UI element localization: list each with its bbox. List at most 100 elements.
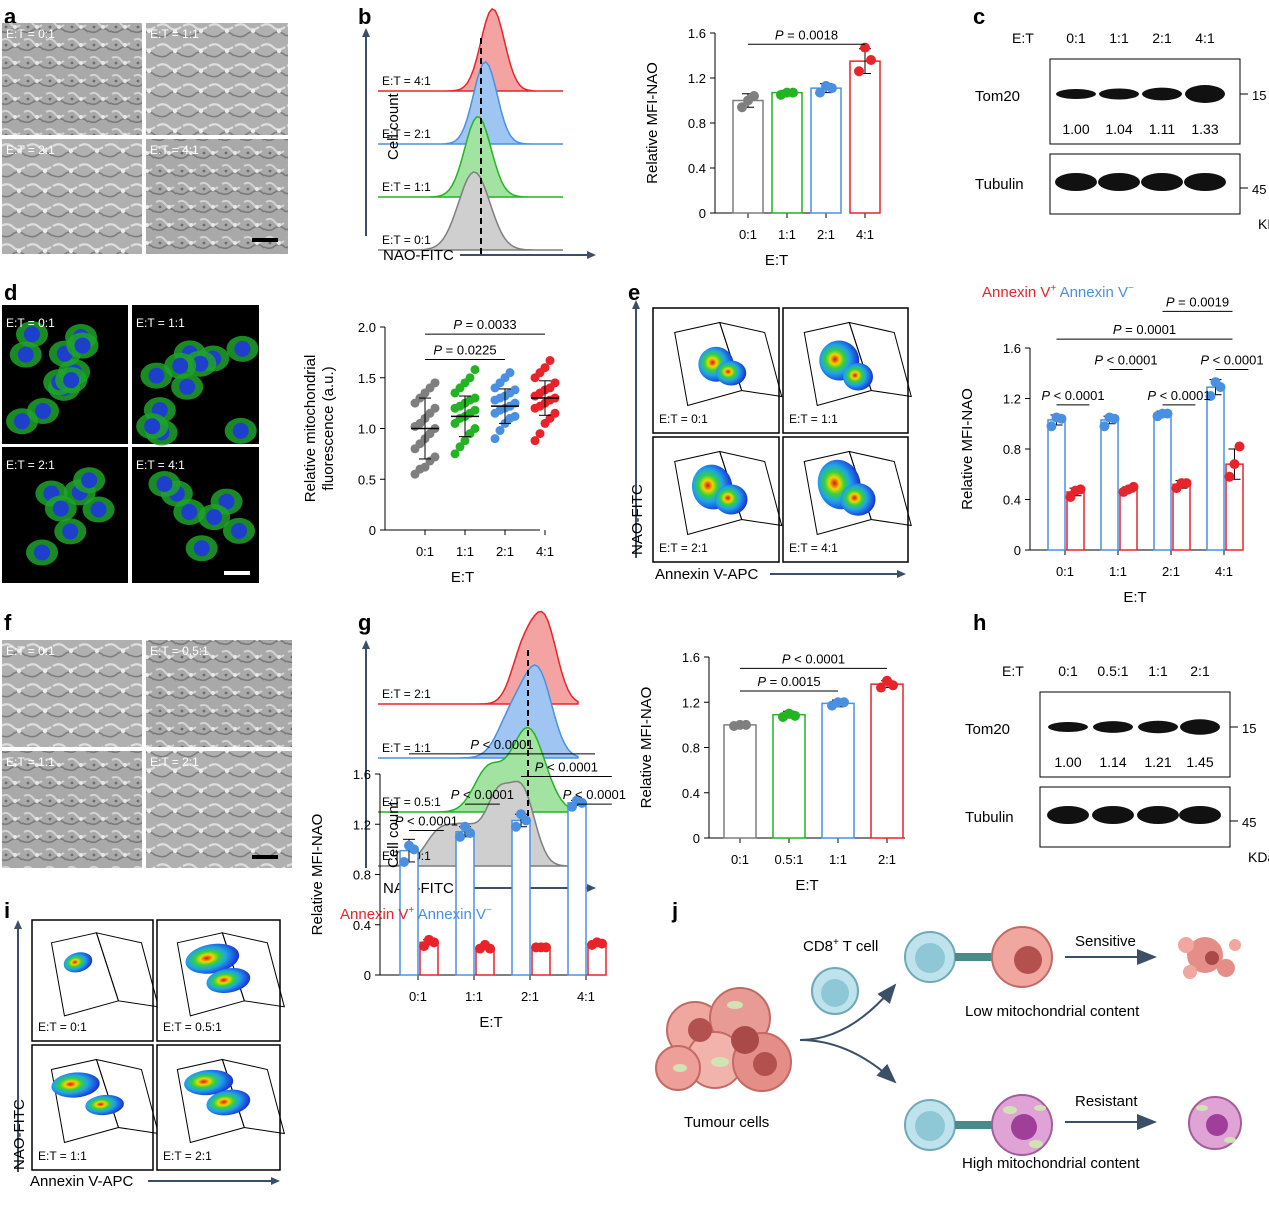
micrograph-label: E:T = 4:1 <box>150 143 199 157</box>
chart-d: 0 0.5 1.0 1.5 2.0 0:1 1:1 2:1 4:1 E:T Relative mit… <box>302 317 560 586</box>
p-value: = 0.0001 <box>1122 322 1177 337</box>
data-point <box>827 83 837 94</box>
blue-nucleus <box>181 503 198 520</box>
resistant-label: Resistant <box>1075 1093 1138 1110</box>
y-tick-label: 0.4 <box>682 786 700 801</box>
x-tick-label: 1:1 <box>778 227 796 242</box>
legend-pos-sup: + <box>1050 283 1056 294</box>
tumour-label: Tumour cells <box>684 1114 769 1131</box>
y-axis-title: Relative MFI-NAO <box>959 388 976 510</box>
p-value: < 0.0001 <box>1209 352 1264 367</box>
p-symbol: P <box>395 814 404 829</box>
micrograph-label: E:T = 0:1 <box>6 27 55 41</box>
x-tick-label: 2:1 <box>817 227 835 242</box>
p-value-label: P < 0.0001 <box>535 760 598 775</box>
data-point <box>1205 390 1216 401</box>
x-axis-title: E:T <box>479 1014 502 1031</box>
blue-nucleus <box>231 522 247 539</box>
flow-plot-label: E:T = 2:1 <box>163 1149 212 1163</box>
x-tick-label: 2:1 <box>878 852 896 867</box>
flow-density-blob <box>63 952 93 973</box>
flow-density-blob <box>206 1089 251 1116</box>
micrograph-f-3 <box>2 751 142 868</box>
x-axis-label: Annexin V-APC <box>30 1173 134 1190</box>
blue-nucleus <box>35 403 52 420</box>
x-axis-title: E:T <box>1123 589 1146 606</box>
receptor-top <box>955 953 995 961</box>
tubulin-band <box>1047 806 1089 824</box>
data-point <box>741 719 751 730</box>
data-point <box>749 91 759 101</box>
panel-letter-a: a <box>4 4 17 29</box>
high-mito-label: High mitochondrial content <box>962 1155 1140 1172</box>
y-tick-label: 0.4 <box>688 161 706 176</box>
tubulin-band <box>1055 173 1097 191</box>
y-tick-label: 2.0 <box>358 320 376 335</box>
p-symbol: P <box>1094 352 1103 367</box>
flow-plot-label: E:T = 0.5:1 <box>163 1020 222 1034</box>
legend-neg: Annexin V <box>418 906 486 923</box>
flow-plot-label: E:T = 4:1 <box>789 541 838 555</box>
tcell-label: CD8+ T cell <box>803 937 878 955</box>
chart-e: 0 0.4 0.8 1.2 1.6 0:1 1:1 2:1 4:1 E:T Relative MFI… <box>959 294 1264 606</box>
p-value: < 0.0001 <box>1103 352 1158 367</box>
p-symbol: P <box>453 317 462 332</box>
p-value-label: P < 0.0001 <box>563 787 626 802</box>
micrograph-label: E:T = 1:1 <box>150 27 199 41</box>
panel-letter-f: f <box>4 610 12 635</box>
y-tick-label: 0 <box>1014 543 1021 558</box>
x-axis-label: NAO-FITC <box>383 247 454 264</box>
fluor-label: E:T = 2:1 <box>6 458 55 472</box>
panel-letter-g: g <box>358 610 371 635</box>
lane-label: 1:1 <box>1148 663 1168 679</box>
flow-density-blob <box>185 943 240 974</box>
data-point <box>455 831 465 842</box>
y-tick-label: 1.2 <box>1003 392 1021 407</box>
legend-neg-sup: − <box>486 905 492 916</box>
data-point <box>409 844 419 855</box>
fluor-label: E:T = 1:1 <box>136 316 185 330</box>
y-tick-label: 0.8 <box>688 116 706 131</box>
receptor-bottom <box>955 1121 995 1129</box>
tubulin-band <box>1092 806 1134 824</box>
data-point <box>1234 441 1245 452</box>
p-symbol: P <box>1166 294 1175 309</box>
p-value-label: P < 0.0001 <box>1094 352 1157 367</box>
data-point <box>429 937 439 948</box>
y-axis-title: Relative MFI-NAO <box>644 62 661 184</box>
p-value: = 0.0015 <box>766 674 821 689</box>
histogram-label: E:T = 0:1 <box>382 233 431 247</box>
y-tick-label: 0.8 <box>1003 442 1021 457</box>
flow-plot-label: E:T = 0:1 <box>659 412 708 426</box>
p-value: < 0.0001 <box>1050 388 1105 403</box>
p-value: < 0.0001 <box>403 814 458 829</box>
quant-value: 1.00 <box>1062 121 1089 137</box>
legend-neg: Annexin V <box>1060 284 1128 301</box>
kda-label: KDa <box>1258 216 1269 232</box>
p-value-label: P = 0.0001 <box>1113 322 1176 337</box>
p-value: = 0.0019 <box>1175 294 1230 309</box>
y-tick-label: 1.0 <box>358 422 376 437</box>
data-point <box>430 452 440 462</box>
micrograph-label: E:T = 0.5:1 <box>150 644 209 658</box>
y-tick-label: 0 <box>699 206 706 221</box>
legend-pos-sup: + <box>408 905 414 916</box>
p-value-label: P = 0.0225 <box>433 342 496 357</box>
data-point <box>866 55 876 65</box>
blue-nucleus <box>34 544 50 561</box>
data-point <box>815 87 825 98</box>
y-axis-title: fluorescence (a.u.) <box>320 366 337 490</box>
blue-nucleus <box>234 340 251 357</box>
x-tick-label: 0:1 <box>1056 564 1074 579</box>
blue-nucleus <box>23 326 40 343</box>
lane-label: 4:1 <box>1195 30 1215 46</box>
p-value-label: P < 0.0001 <box>782 651 845 666</box>
panel-letter-h: h <box>973 610 986 635</box>
tom20-band <box>1048 722 1088 732</box>
tubulin-band <box>1098 173 1140 191</box>
data-point <box>597 938 607 949</box>
data-point <box>1224 471 1235 482</box>
p-value-label: P < 0.0001 <box>451 787 514 802</box>
histogram-label: E:T = 2:1 <box>382 127 431 141</box>
flow-density-blob <box>51 1072 100 1098</box>
